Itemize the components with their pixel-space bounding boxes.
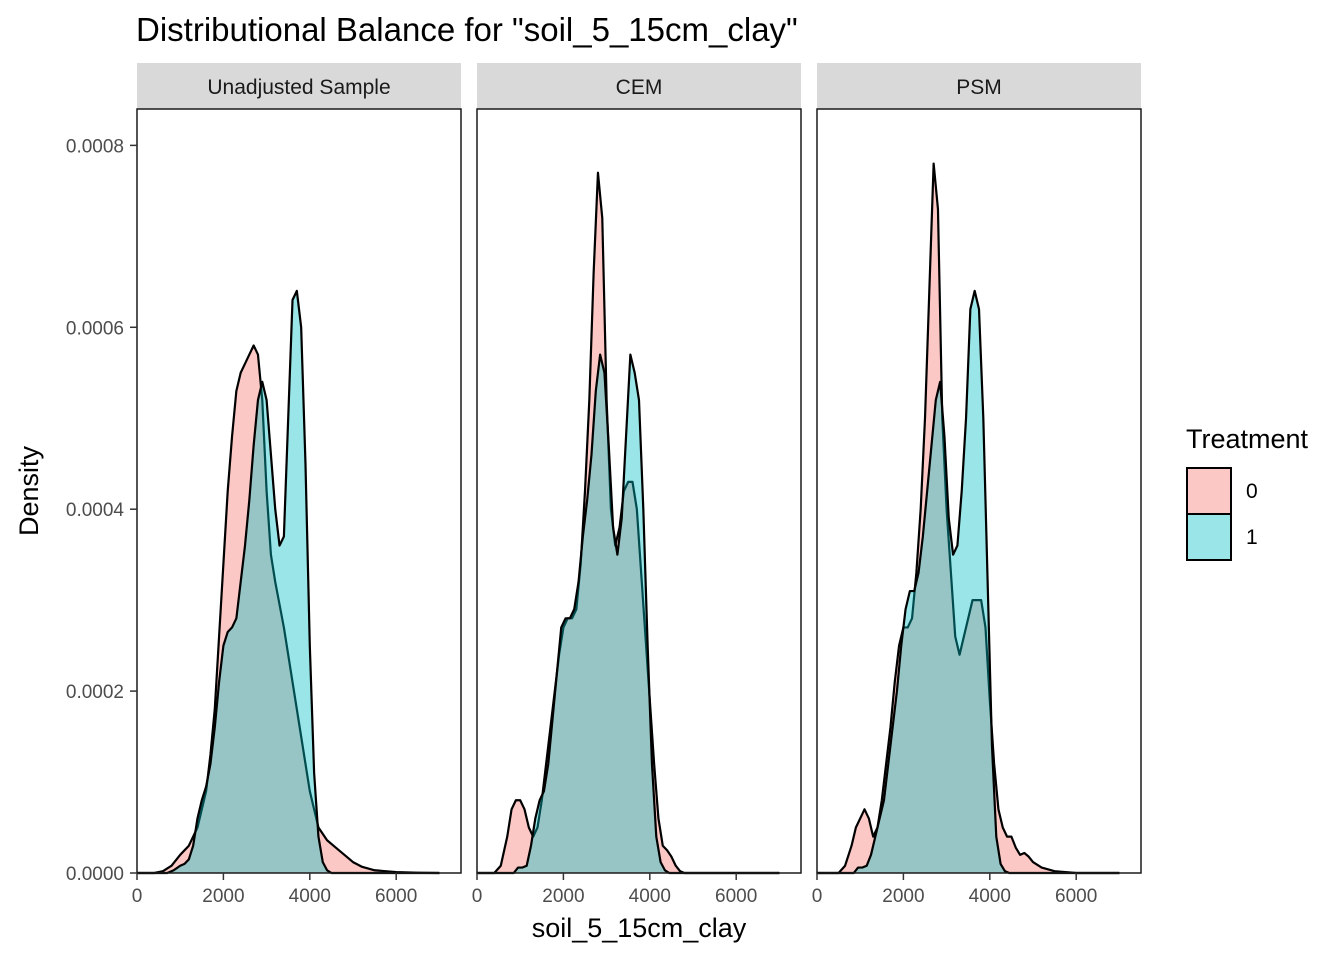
panel-border xyxy=(476,108,802,874)
facet-panel-2: CEM 0 2000 4000 6000 xyxy=(472,63,802,907)
density-area-treatment-1 xyxy=(137,290,440,873)
x-tick-label: 2000 xyxy=(542,886,584,907)
density-area-treatment-0 xyxy=(817,163,1120,873)
x-tick-label: 6000 xyxy=(715,886,757,907)
density-line-treatment-1 xyxy=(477,353,780,875)
facet-strip-label: Unadjusted Sample xyxy=(207,76,390,99)
facet-strip-label: CEM xyxy=(616,76,663,99)
legend-label: 0 xyxy=(1246,480,1258,503)
density-line-treatment-1 xyxy=(137,289,440,875)
x-tick-label: 0 xyxy=(132,886,143,907)
x-tick-label: 4000 xyxy=(629,886,671,907)
x-tick-label: 6000 xyxy=(1055,886,1097,907)
density-area-treatment-1 xyxy=(477,354,780,873)
y-tick-label: 0.0006 xyxy=(66,318,124,339)
facet-strip-background xyxy=(477,63,801,109)
x-tick-label: 0 xyxy=(472,886,483,907)
facet-panel-3: PSM 0 2000 4000 6000 xyxy=(812,63,1142,907)
legend-label: 1 xyxy=(1246,526,1258,549)
y-axis: 0.0000 0.0002 0.0004 0.0006 0.0008 xyxy=(66,136,137,885)
facet-panel-1: Unadjusted Sample 0 2000 4000 6000 xyxy=(132,63,462,907)
density-line-treatment-0 xyxy=(137,344,440,875)
density-line-treatment-1 xyxy=(817,289,1120,875)
density-line-treatment-0 xyxy=(817,162,1120,875)
plot-title: Distributional Balance for "soil_5_15cm_… xyxy=(136,11,798,48)
legend-keys: 01 xyxy=(1186,467,1258,561)
legend-title: Treatment xyxy=(1186,424,1309,454)
density-area-treatment-1 xyxy=(817,290,1120,873)
y-tick-label: 0.0008 xyxy=(66,136,124,157)
x-tick-label: 4000 xyxy=(289,886,331,907)
y-tick-label: 0.0004 xyxy=(66,500,125,521)
x-axis-title: soil_5_15cm_clay xyxy=(532,913,747,943)
legend: Treatment 01 xyxy=(1186,424,1309,561)
x-tick-label: 6000 xyxy=(375,886,417,907)
y-tick-label: 0.0002 xyxy=(66,682,124,703)
x-tick-label: 4000 xyxy=(969,886,1011,907)
density-area-treatment-0 xyxy=(477,172,780,874)
facet-strip-background xyxy=(817,63,1141,109)
legend-swatch-1 xyxy=(1186,513,1232,561)
facet-panels: Unadjusted Sample 0 2000 4000 6000 CEM 0 2000 40… xyxy=(66,63,1142,907)
legend-swatch-0 xyxy=(1186,467,1232,515)
x-tick-label: 2000 xyxy=(202,886,244,907)
facet-strip-label: PSM xyxy=(956,76,1002,99)
y-tick-label: 0.0000 xyxy=(66,864,124,885)
panel-border xyxy=(136,108,462,874)
x-tick-label: 2000 xyxy=(882,886,924,907)
facet-strip-background xyxy=(137,63,461,109)
x-tick-label: 0 xyxy=(812,886,823,907)
y-axis-title: Density xyxy=(14,445,44,536)
density-line-treatment-0 xyxy=(477,171,780,875)
panel-border xyxy=(816,108,1142,874)
